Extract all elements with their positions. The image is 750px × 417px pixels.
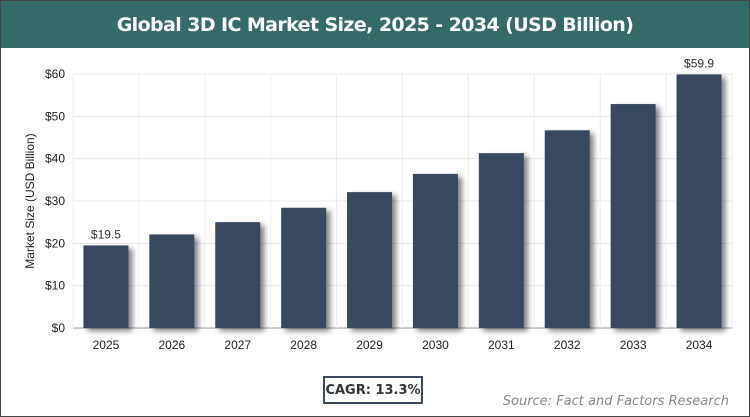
bar-2031 [478, 153, 524, 328]
x-tick-label: 2034 [686, 338, 713, 352]
bar-2025 [83, 245, 129, 328]
x-tick-label: 2033 [620, 338, 647, 352]
y-tick-label: $30 [45, 194, 65, 208]
y-tick-label: $0 [52, 321, 66, 335]
bar-2033 [610, 104, 656, 328]
chart-title: Global 3D IC Market Size, 2025 - 2034 (U… [1, 1, 749, 48]
data-label: $19.5 [91, 227, 121, 241]
x-tick-label: 2026 [158, 338, 185, 352]
bar-2027 [215, 222, 261, 328]
x-tick-label: 2030 [422, 338, 449, 352]
bar-2032 [544, 130, 590, 328]
bar-2026 [149, 234, 195, 328]
bar-2028 [281, 207, 327, 328]
bar-2029 [347, 192, 393, 328]
x-tick-label: 2027 [224, 338, 251, 352]
source-note: Source: Fact and Factors Research [502, 394, 729, 409]
y-tick-label: $60 [45, 67, 65, 81]
x-tick-label: 2025 [93, 338, 120, 352]
x-tick-label: 2028 [290, 338, 317, 352]
y-tick-label: $50 [45, 109, 65, 123]
x-tick-label: 2032 [554, 338, 581, 352]
bar-2034 [676, 74, 722, 328]
cagr-badge: CAGR: 13.3% [323, 376, 423, 404]
data-label: $59.9 [684, 56, 714, 70]
y-tick-label: $20 [45, 236, 65, 250]
x-tick-label: 2029 [356, 338, 383, 352]
y-axis-label: Market Size (USD Billion) [23, 133, 37, 268]
y-tick-label: $10 [45, 279, 65, 293]
bar-2030 [412, 173, 458, 328]
x-tick-label: 2031 [488, 338, 515, 352]
y-tick-label: $40 [45, 152, 65, 166]
